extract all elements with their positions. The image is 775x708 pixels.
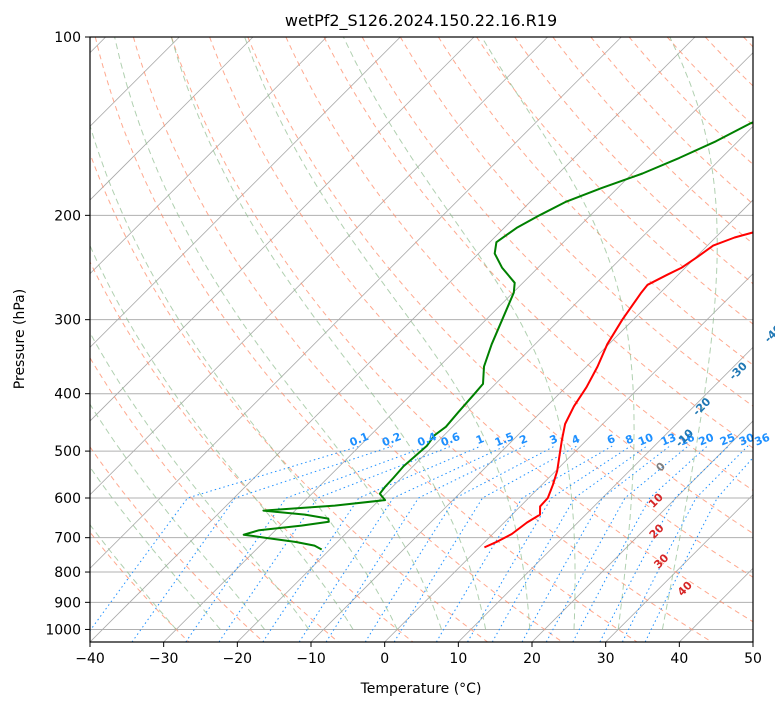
mixing-ratio-label: 30 [737,431,756,449]
mixing-ratio-line [325,445,526,642]
mixing-ratio-line [393,445,578,642]
moist-adiabat-line [170,37,487,630]
mixing-ratio-label: 8 [624,432,636,447]
mixing-ratio-line [644,456,753,642]
isotherm-line [90,37,475,422]
x-tick-label: −10 [296,651,326,667]
y-tick-label: 100 [54,30,81,46]
dry-adiabat-line [90,446,264,642]
x-tick-label: −30 [149,651,179,667]
x-tick-label: −20 [223,651,253,667]
moist-adiabat-line [661,37,718,630]
mixing-ratio-line [364,445,556,642]
y-axis-title: Pressure (hPa) [12,289,28,389]
chart-title: wetPf2_S126.2024.150.22.16.R19 [285,11,557,31]
x-tick-label: 40 [670,651,688,667]
x-tick-label: 30 [597,651,615,667]
mixing-ratio-label: 20 [697,431,716,449]
mixing-ratio-line [90,445,361,632]
dry-adiabat-line [171,37,712,642]
isotherm-line [458,346,753,642]
mixing-ratio-line [521,445,671,642]
mixing-ratio-line [298,445,506,642]
y-tick-label: 900 [54,595,81,611]
x-tick-label: 50 [744,651,762,667]
dry-adiabat-line [90,260,414,642]
mixing-ratio-line [572,445,708,642]
line-annotations: 0.10.20.40.611.52346810131620253036-100-… [348,322,775,599]
moist-adiabat-line [481,37,635,630]
background-lines [90,37,753,642]
dry-adiabat-line [247,37,753,578]
dry-adiabat-line [361,37,753,449]
isotherm-line [90,37,327,275]
x-tick-label: 0 [380,651,389,667]
mixing-ratio-line [435,445,613,642]
mixing-ratio-line [621,445,749,642]
y-tick-label: 500 [54,444,81,460]
isotherm-line [90,37,622,569]
y-tick-label: 300 [54,313,81,329]
mixing-ratio-label: 1 [474,432,486,447]
isotherm-line [384,273,753,642]
moist-adiabat-line [244,37,531,630]
isotherm-line [90,37,548,496]
y-tick-label: 700 [54,531,81,547]
mixing-ratio-line [131,445,394,642]
moist-adiabat-line [90,331,310,630]
dry-adiabat-line [437,37,753,366]
isotherm-line [90,37,254,201]
y-axis: 100 200 300 400 500 600 700 800 900 1000 [45,30,90,638]
dry-adiabat-line [476,37,753,325]
moist-adiabat-line [114,37,442,630]
mixing-ratio-line [491,445,648,642]
x-tick-label: 10 [449,651,467,667]
y-tick-label: 600 [54,491,81,507]
isotherm-line [605,494,753,642]
temperature-line [483,231,753,549]
mixing-ratio-line [545,445,689,642]
sounding-profiles [242,121,753,551]
mixing-ratio-label: 10 [636,431,655,449]
mixing-ratio-label: 2 [517,432,529,447]
dewpoint-line [242,121,753,551]
moist-adiabat-line [342,37,576,630]
isotherm-line [163,52,753,642]
dry-adiabat-line [514,37,753,285]
mixing-ratio-label: 25 [718,431,737,449]
dry-adiabat-line [590,37,753,205]
moist-adiabat-line [90,523,177,630]
dry-adiabat-line [399,37,753,407]
isotherm-line [531,420,753,642]
moist-adiabat-line [90,124,398,630]
x-tick-label: 20 [523,651,541,667]
y-tick-label: 400 [54,387,81,403]
mixing-ratio-label: 16 [677,431,696,449]
mixing-ratio-label: 3 [548,432,560,447]
moist-adiabat-line [90,403,265,630]
y-tick-label: 1000 [45,622,81,638]
y-tick-label: 800 [54,565,81,581]
dry-adiabat-line [94,37,563,642]
moist-adiabat-line [90,244,354,630]
x-axis-title: Temperature (°C) [360,681,482,697]
plot-frame [89,36,754,643]
mixing-ratio-label: 13 [659,431,678,449]
dry-adiabat-line [90,531,190,642]
x-axis: −40 −30 −20 −10 0 10 20 30 40 50 [75,642,762,667]
x-tick-label: −40 [75,651,105,667]
mixing-ratio-label: 36 [753,431,772,449]
dry-adiabat-line [209,37,753,623]
moist-adiabat-line [90,466,221,630]
isotherm-line [310,199,753,642]
isotherm-line [90,37,401,348]
y-tick-label: 200 [54,208,81,224]
mixing-ratio-line [599,445,730,642]
mixing-ratio-line [467,445,632,642]
isotherm-line [237,125,753,642]
